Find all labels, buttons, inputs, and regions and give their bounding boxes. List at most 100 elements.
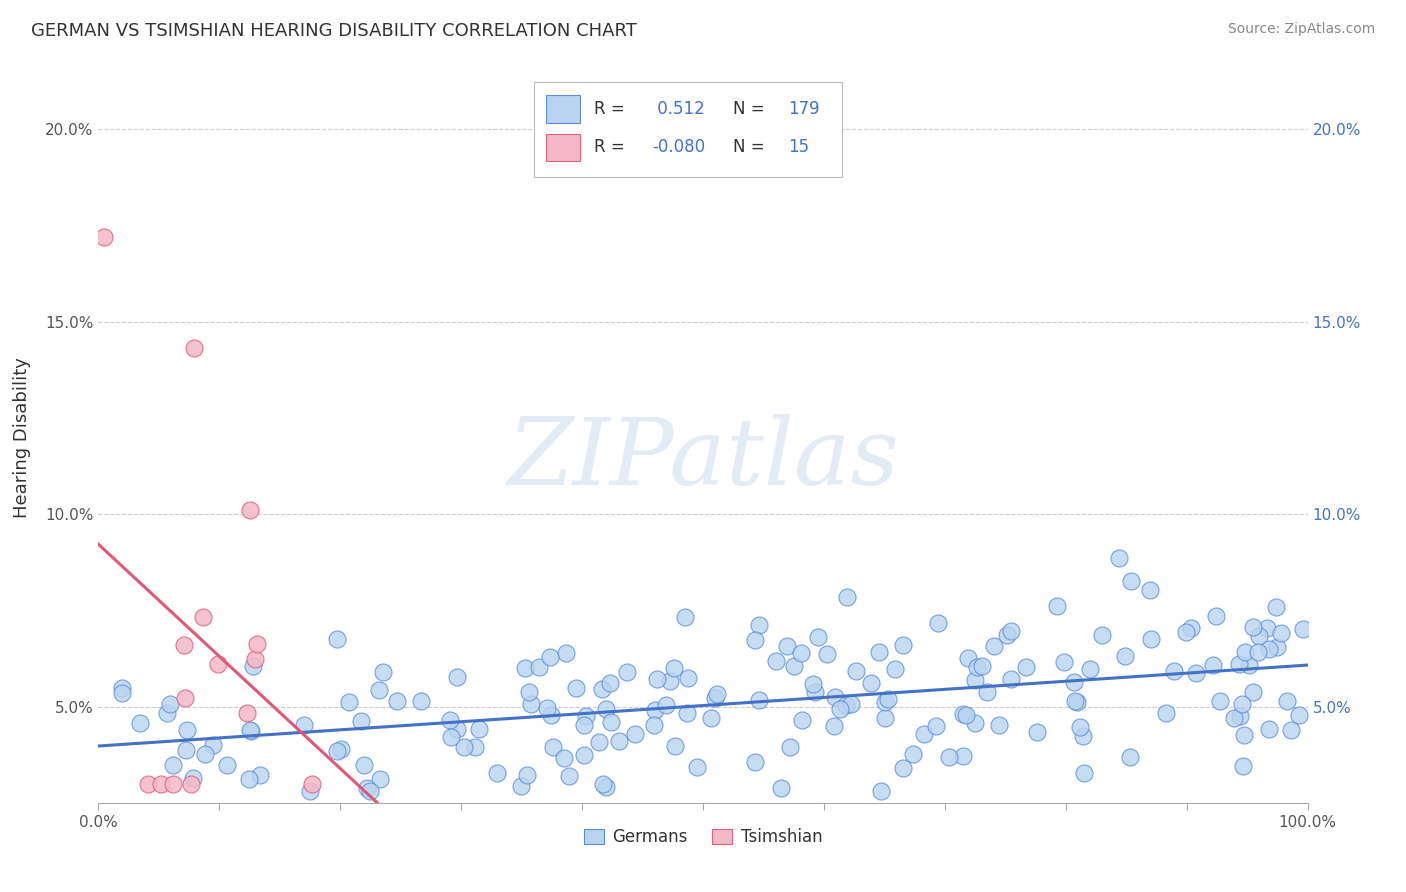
Point: [1241, 685, 1264, 699]
Point: [1015, 660, 1038, 674]
Point: [1118, 750, 1140, 764]
Point: [1265, 600, 1288, 615]
Point: [162, 758, 184, 772]
Point: [1292, 622, 1315, 636]
Point: [1140, 632, 1163, 647]
Point: [643, 717, 665, 731]
Text: ZIPatlas: ZIPatlas: [508, 414, 898, 504]
Point: [952, 748, 974, 763]
Point: [217, 758, 239, 772]
Point: [555, 646, 578, 660]
Point: [356, 781, 378, 796]
Point: [572, 717, 595, 731]
Point: [243, 652, 266, 666]
Point: [1154, 706, 1177, 721]
Text: R =: R =: [595, 138, 624, 156]
Point: [513, 661, 536, 675]
Point: [686, 759, 709, 773]
Point: [1114, 648, 1136, 663]
Point: [807, 630, 830, 644]
Point: [588, 735, 610, 749]
Point: [744, 632, 766, 647]
Point: [183, 341, 205, 355]
Point: [600, 714, 623, 729]
Point: [1078, 662, 1101, 676]
Point: [329, 741, 352, 756]
Point: [995, 628, 1018, 642]
Point: [1257, 642, 1279, 657]
Point: [870, 784, 893, 798]
Point: [1241, 620, 1264, 634]
Point: [207, 657, 229, 671]
Point: [1232, 758, 1254, 772]
Point: [510, 780, 533, 794]
Point: [238, 772, 260, 786]
Point: [1288, 707, 1310, 722]
Point: [765, 654, 787, 668]
Point: [924, 719, 946, 733]
Point: [748, 693, 770, 707]
Point: [246, 637, 269, 651]
Point: [1270, 626, 1292, 640]
Point: [136, 776, 159, 790]
FancyBboxPatch shape: [546, 134, 579, 161]
Point: [173, 638, 195, 652]
Point: [1229, 708, 1251, 723]
Point: [1185, 666, 1208, 681]
Point: [873, 695, 896, 709]
Point: [240, 724, 263, 739]
Point: [1205, 609, 1227, 624]
Point: [446, 670, 468, 684]
Point: [845, 664, 868, 678]
Point: [326, 744, 349, 758]
Point: [815, 647, 838, 661]
Point: [301, 776, 323, 790]
Point: [963, 673, 986, 687]
Point: [775, 639, 797, 653]
Point: [1108, 551, 1130, 566]
Point: [575, 709, 598, 723]
Point: [159, 697, 181, 711]
Point: [877, 692, 900, 706]
Point: [662, 660, 685, 674]
Point: [860, 676, 883, 690]
Text: -0.080: -0.080: [652, 138, 706, 156]
Point: [486, 766, 509, 780]
Point: [1256, 621, 1278, 635]
Point: [804, 685, 827, 699]
Point: [835, 590, 858, 604]
Point: [607, 734, 630, 748]
Point: [823, 719, 845, 733]
Point: [769, 780, 792, 795]
Point: [987, 718, 1010, 732]
Point: [1119, 574, 1142, 589]
Point: [540, 708, 562, 723]
Point: [156, 706, 179, 720]
Point: [1223, 710, 1246, 724]
Text: 179: 179: [787, 100, 820, 118]
Point: [1000, 672, 1022, 686]
Point: [359, 784, 381, 798]
Point: [239, 503, 262, 517]
Point: [194, 747, 217, 762]
Point: [174, 742, 197, 756]
Point: [440, 730, 463, 744]
Point: [706, 687, 728, 701]
Point: [543, 740, 565, 755]
Point: [1275, 694, 1298, 708]
Point: [675, 610, 697, 624]
Point: [744, 756, 766, 770]
Point: [565, 681, 588, 695]
Point: [645, 673, 668, 687]
Point: [624, 727, 647, 741]
FancyBboxPatch shape: [534, 82, 842, 178]
Point: [655, 698, 678, 713]
Point: [181, 771, 204, 785]
Point: [385, 694, 408, 708]
Point: [801, 677, 824, 691]
Point: [1053, 655, 1076, 669]
Text: GERMAN VS TSIMSHIAN HEARING DISABILITY CORRELATION CHART: GERMAN VS TSIMSHIAN HEARING DISABILITY C…: [31, 22, 637, 40]
Point: [446, 723, 468, 737]
Point: [839, 697, 862, 711]
Point: [111, 681, 134, 695]
